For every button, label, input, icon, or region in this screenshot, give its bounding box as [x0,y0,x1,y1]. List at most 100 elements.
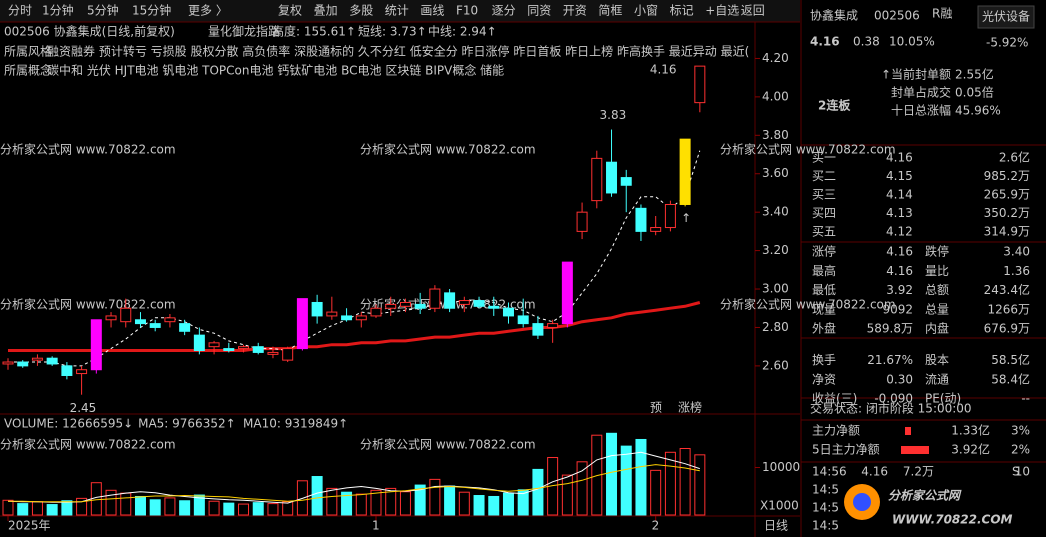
watermark: 分析家公式网 www.70822.com [720,297,896,312]
volume-bar [105,489,117,516]
tag: 预 [650,401,662,415]
stat-label: 收益(三) [812,392,857,406]
period-label: 日线 [764,519,788,533]
volume-header: VOLUME: 12666595↓ [4,417,133,431]
stat-value: 3.40 [1003,245,1030,259]
candle-body [31,357,43,361]
toolbar-button[interactable]: 15分钟 [132,3,171,18]
flow-label: 5日主力净额 [812,443,880,457]
stat-label: PE(动) [925,392,961,406]
volume-bar [223,502,235,516]
bid-label: 买三 [812,188,836,202]
indicator-name: 量化御龙指路 [208,24,280,39]
y-tick-label: 2.80 [762,320,789,334]
toolbar-button[interactable]: 1分钟 [42,3,74,18]
volume-bar [576,461,588,516]
volume-bar [252,502,264,516]
toolbar-button[interactable]: 更多 〉 [188,4,228,18]
candle-body [193,334,205,352]
volume-bar [458,491,470,516]
stock-title: 002506 协鑫集成(日线,前复权) [4,24,175,39]
indicator-value: 中线: 2.94↑ [428,24,497,39]
badge: R融 [932,7,952,21]
candle-body [326,311,338,317]
bid-volume: 314.9万 [984,225,1030,239]
volume-bar [2,499,14,516]
candle-body [414,303,426,309]
volume-bar [620,445,632,516]
sector: 光伏设备 [982,10,1030,24]
toolbar-button[interactable]: 逐分 [492,4,516,18]
watermark: 分析家公式网 www.70822.com [0,437,176,452]
bid-volume: 350.2万 [984,206,1030,220]
signal-arrow: ↑ [681,211,691,225]
volume-bar [650,469,662,516]
candle-body [458,300,470,305]
toolbar-button[interactable]: 多股 [349,4,373,18]
candle-body [694,65,706,104]
candle-body [2,361,14,365]
seal-value: 45.96% [955,104,1001,118]
flow-value: 3.92亿 [951,442,990,457]
toolbar-button[interactable]: F10 [456,4,478,18]
toolbar-button[interactable]: 简框 [598,4,622,18]
toolbar-button[interactable]: 标记 [670,4,694,18]
candle-body [576,211,588,232]
candle-body [282,348,294,361]
toolbar-button[interactable]: +自选 [705,4,739,18]
stat-label: 内盘 [925,321,949,336]
tick-cell: 14:56 [812,465,847,479]
toolbar-button[interactable]: 返回 [741,4,765,18]
volume-bar [238,503,250,516]
sector-change: -5.92% [986,36,1028,50]
price: 4.16 [810,35,840,49]
volume-header: MA10: 9319849↑ [243,417,348,431]
toolbar-bg [0,0,800,22]
stat-label: 最低 [812,283,836,297]
stat-label: 总量 [925,302,949,316]
toolbar-button[interactable]: 分时 [8,4,32,18]
candle-body [444,292,456,309]
volume-bar [46,504,58,516]
volume-bar [149,499,161,516]
stat-value: 58.4亿 [991,371,1030,386]
toolbar-button[interactable]: 同资 [527,4,551,18]
y-tick-label: 4.20 [762,51,789,65]
toolbar-button[interactable]: 统计 [385,4,409,18]
tick-cell: 4.16 [861,465,888,479]
candle-body [17,361,29,367]
candle-body [429,288,441,309]
bid-price: 4.16 [886,151,913,165]
indicator-value: 高度: 155.61↑ [272,24,356,39]
volume-bar [164,497,176,516]
toolbar-button[interactable]: 画线 [420,4,444,18]
flow-pct: 2% [1011,443,1030,457]
candle-body [208,342,220,348]
candle-body [296,298,308,350]
tag: 涨榜 [678,400,702,415]
candle-body [370,307,382,317]
candle-body [517,315,529,325]
ma_short-line [8,150,701,367]
tick-cell: S [1012,465,1020,479]
watermark: 分析家公式网 www.70822.com [0,142,176,157]
toolbar-button[interactable]: 小窗 [634,4,658,18]
candle-body [385,303,397,309]
bid-label: 买一 [812,151,836,165]
indicator-value: 短线: 3.73↑ [358,25,427,39]
toolbar-button[interactable]: 开资 [563,4,587,18]
toolbar-button[interactable]: 叠加 [314,4,338,18]
candle-body [664,203,676,229]
bid-label: 买二 [812,169,836,183]
volume-bar [17,503,29,516]
watermark: 分析家公式网 www.70822.com [360,437,536,452]
bid-label: 买五 [812,225,836,239]
toolbar-button[interactable]: 5分钟 [87,3,119,18]
seal-label: 封单占成交 [891,85,951,100]
toolbar-button[interactable]: 复权 [278,4,302,18]
volume-bar [326,487,338,516]
seal-label: ↑当前封单额 [881,67,951,82]
volume-bar [76,497,88,516]
